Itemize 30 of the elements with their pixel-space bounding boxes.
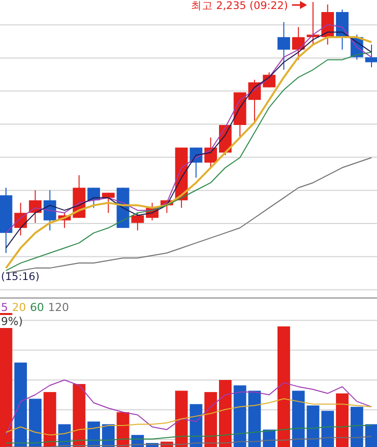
candlestick <box>277 22 290 70</box>
bar <box>28 398 42 447</box>
bar <box>219 380 232 447</box>
text: 60 <box>30 301 44 314</box>
candlestick <box>365 44 377 68</box>
candlestick <box>102 192 115 214</box>
bar <box>248 390 261 447</box>
text: 120 <box>48 301 69 314</box>
bar <box>204 392 217 447</box>
bar <box>14 362 27 447</box>
bar <box>277 326 290 447</box>
bar <box>44 392 56 447</box>
text: (15:16) <box>1 271 40 283</box>
bar <box>336 393 349 447</box>
candlestick <box>292 26 305 60</box>
bar <box>365 424 377 447</box>
bar <box>116 412 130 447</box>
bar <box>350 406 364 447</box>
bar <box>321 410 334 447</box>
bar <box>292 390 305 447</box>
annotation: 9%) <box>1 315 23 328</box>
candlestick <box>131 212 144 231</box>
bar <box>234 385 246 447</box>
annotation: 최고 2,235 (09:22) <box>190 0 288 12</box>
bar <box>306 405 320 447</box>
text: 5 <box>1 301 8 314</box>
bar <box>175 390 188 447</box>
bar <box>72 384 86 447</box>
text: 20 <box>12 301 26 314</box>
bar <box>190 404 202 447</box>
